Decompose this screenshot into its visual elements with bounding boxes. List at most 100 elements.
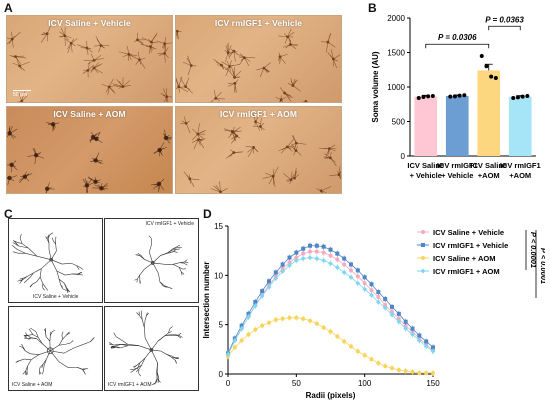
data-point <box>431 345 435 350</box>
tracing-soma <box>49 257 54 262</box>
cell-process <box>278 52 281 57</box>
cell-process <box>234 70 242 78</box>
cell-process <box>234 83 237 93</box>
tracing-branch <box>181 271 185 275</box>
cell-process <box>165 137 171 141</box>
cell-process <box>24 173 30 177</box>
cell-process <box>290 171 293 180</box>
x-tick-label: 150 <box>426 379 440 388</box>
y-tick-label: 1000 <box>387 83 405 92</box>
cell-process <box>11 39 14 48</box>
astrocyte-cell <box>112 77 131 89</box>
cell-process <box>238 56 245 58</box>
tracing-branch <box>66 331 70 336</box>
astrocyte-tracing <box>15 327 95 376</box>
tracing-branch <box>138 345 152 351</box>
cell-process <box>9 128 18 134</box>
data-point <box>376 295 381 300</box>
x-tick-label: 100 <box>358 379 372 388</box>
tracing-branch <box>178 267 182 273</box>
data-point <box>493 76 498 81</box>
tracing-branch <box>141 319 145 328</box>
data-point <box>328 247 333 252</box>
tracing-branch <box>158 273 161 282</box>
cell-process <box>71 42 76 47</box>
cell-process <box>140 43 151 47</box>
cell-process <box>19 65 26 72</box>
cell-process <box>60 27 66 36</box>
cell-process <box>223 128 234 133</box>
tracing-branch <box>151 349 158 364</box>
tracing-soma <box>149 348 154 352</box>
tracing-branch <box>52 329 56 332</box>
y-tick-label: 500 <box>392 118 406 127</box>
astrocyte-cell <box>45 122 60 132</box>
tracing-branch <box>172 246 177 250</box>
cell-process <box>290 142 297 146</box>
tracing-branch <box>139 315 143 320</box>
cell-process <box>165 96 168 102</box>
cell-process <box>263 62 271 69</box>
astrocyte-cell <box>253 113 262 131</box>
data-point <box>301 246 306 251</box>
tracing-branch <box>49 350 60 362</box>
x-tick-label: ICV Saline <box>407 161 444 170</box>
tracing-branch <box>45 236 48 240</box>
tracing-branch <box>168 328 171 333</box>
tracing-branch <box>19 277 24 280</box>
cell-process <box>287 36 291 42</box>
tracing-branch <box>29 272 34 278</box>
cell-process <box>233 130 242 133</box>
tracing-rmigf1-aom: ICV rmIGF1 + AOM <box>104 306 199 391</box>
data-point <box>342 262 347 267</box>
tracing-branch <box>58 339 63 346</box>
cell-process <box>236 135 241 139</box>
cell-process <box>240 57 245 61</box>
data-point <box>389 312 395 318</box>
cell-process <box>24 173 33 177</box>
tracing-branch <box>42 287 45 291</box>
cell-process <box>329 144 336 149</box>
tracing-branch <box>120 345 129 349</box>
astrocyte-cell <box>316 186 332 193</box>
cell-process <box>118 81 124 87</box>
cell-process <box>156 183 160 188</box>
tracing-branch <box>135 254 140 256</box>
data-point <box>431 371 435 376</box>
cell-process <box>259 67 265 78</box>
tracing-branch <box>148 235 152 239</box>
cell-process <box>290 78 294 86</box>
cell-process <box>215 98 220 102</box>
data-point <box>349 344 353 349</box>
tracing-branch <box>21 343 24 348</box>
data-point <box>293 258 299 263</box>
cell-process <box>253 113 256 122</box>
cell-process <box>82 185 88 187</box>
cell-process <box>101 183 103 189</box>
tracing-branch <box>138 373 141 377</box>
cell-process <box>98 45 102 53</box>
tracing-branch <box>28 247 38 257</box>
tracing-branch <box>113 343 121 346</box>
tracing-label: ICV rmIGF1 + Vehicle <box>145 221 195 227</box>
tracing-branch <box>61 331 64 335</box>
astrocyte-texture <box>176 28 341 102</box>
data-point <box>369 288 374 293</box>
panel-label-b: B <box>368 1 377 15</box>
cell-process <box>264 172 274 177</box>
tracing-branch <box>157 378 160 382</box>
cell-process <box>284 92 292 102</box>
tracing-branch <box>58 361 69 368</box>
data-point <box>280 268 286 274</box>
tracing-branch <box>22 347 26 352</box>
cell-process <box>289 179 292 185</box>
data-point <box>321 325 326 330</box>
cell-process <box>95 156 98 161</box>
cell-process <box>228 131 234 139</box>
cell-process <box>92 187 102 189</box>
tracing-branch <box>184 262 188 266</box>
cell-process <box>231 66 235 78</box>
data-point <box>369 282 374 287</box>
cell-process <box>93 67 103 74</box>
micrograph-rmigf1-vehicle: ICV rmIGF1 + Vehicle <box>175 15 342 103</box>
